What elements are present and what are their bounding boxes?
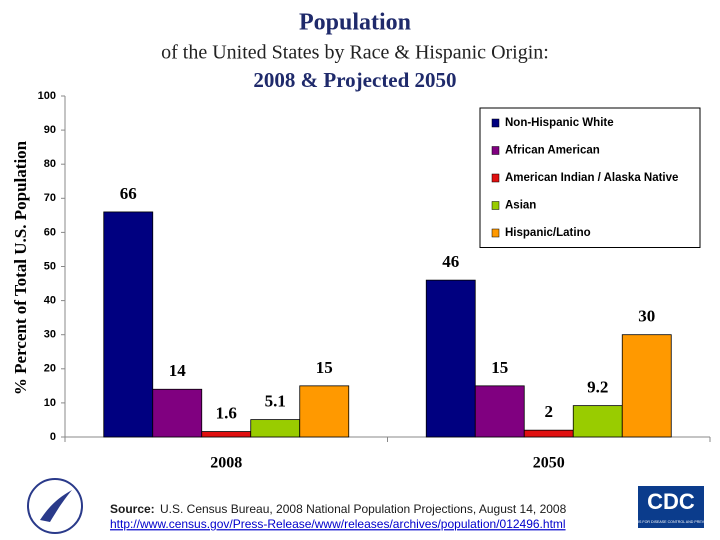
data-label: 15 bbox=[316, 358, 333, 377]
source-label: Source: bbox=[110, 502, 155, 516]
bar bbox=[474, 385, 525, 438]
y-tick-label: 50 bbox=[44, 260, 56, 272]
bar bbox=[201, 431, 252, 438]
bar bbox=[250, 419, 301, 438]
y-axis-label: % Percent of Total U.S. Population bbox=[11, 140, 30, 395]
bar bbox=[152, 388, 203, 438]
y-tick-label: 40 bbox=[44, 295, 56, 307]
data-label: 2 bbox=[545, 402, 554, 421]
legend-swatch bbox=[491, 228, 500, 238]
y-tick-label: 20 bbox=[44, 363, 56, 375]
legend-swatch bbox=[491, 173, 500, 183]
x-tick-label: 2050 bbox=[533, 455, 565, 472]
title-line: 2008 & Projected 2050 bbox=[253, 68, 456, 92]
bar bbox=[523, 429, 574, 438]
y-tick-label: 70 bbox=[44, 192, 56, 204]
legend-swatch bbox=[491, 118, 500, 128]
x-tick-label: 2008 bbox=[210, 455, 242, 472]
source-link[interactable]: http://www.census.gov/Press-Release/www/… bbox=[110, 517, 566, 531]
bar bbox=[572, 405, 623, 438]
y-tick-label: 10 bbox=[44, 397, 56, 409]
legend-label: Non-Hispanic White bbox=[505, 117, 614, 129]
cdc-subtitle: CENTERS FOR DISEASE CONTROL AND PREVENTI… bbox=[624, 520, 718, 524]
y-tick-label: 0 bbox=[50, 431, 56, 443]
title-line: of the United States by Race & Hispanic … bbox=[161, 42, 549, 64]
bar bbox=[299, 385, 350, 438]
legend-swatch bbox=[491, 201, 500, 210]
cdc-logo: CDC CENTERS FOR DISEASE CONTROL AND PREV… bbox=[624, 486, 718, 528]
bar bbox=[621, 334, 672, 438]
source-text: U.S. Census Bureau, 2008 National Popula… bbox=[160, 502, 567, 516]
legend-label: American Indian / Alaska Native bbox=[505, 172, 678, 184]
data-label: 46 bbox=[442, 252, 459, 271]
data-label: 14 bbox=[169, 361, 187, 380]
legend-label: African American bbox=[505, 145, 600, 157]
data-label: 15 bbox=[491, 358, 508, 377]
y-tick-label: 100 bbox=[38, 90, 56, 102]
y-tick-label: 30 bbox=[44, 329, 56, 341]
data-label: 30 bbox=[638, 307, 655, 326]
data-label: 66 bbox=[120, 184, 137, 203]
bar bbox=[425, 279, 476, 438]
y-tick-label: 60 bbox=[44, 226, 56, 238]
hhs-logo bbox=[27, 478, 83, 534]
title-line: Population bbox=[299, 10, 411, 36]
data-label: 9.2 bbox=[587, 378, 608, 397]
legend-label: Asian bbox=[505, 200, 536, 212]
y-tick-label: 90 bbox=[44, 124, 56, 136]
data-label: 5.1 bbox=[265, 392, 286, 411]
bar bbox=[103, 211, 154, 438]
legend-box bbox=[479, 107, 701, 248]
cdc-name: CDC bbox=[647, 489, 695, 514]
data-label: 1.6 bbox=[216, 403, 237, 422]
y-tick-label: 80 bbox=[44, 158, 56, 170]
legend-label: Hispanic/Latino bbox=[505, 227, 591, 239]
legend-swatch bbox=[491, 146, 500, 155]
